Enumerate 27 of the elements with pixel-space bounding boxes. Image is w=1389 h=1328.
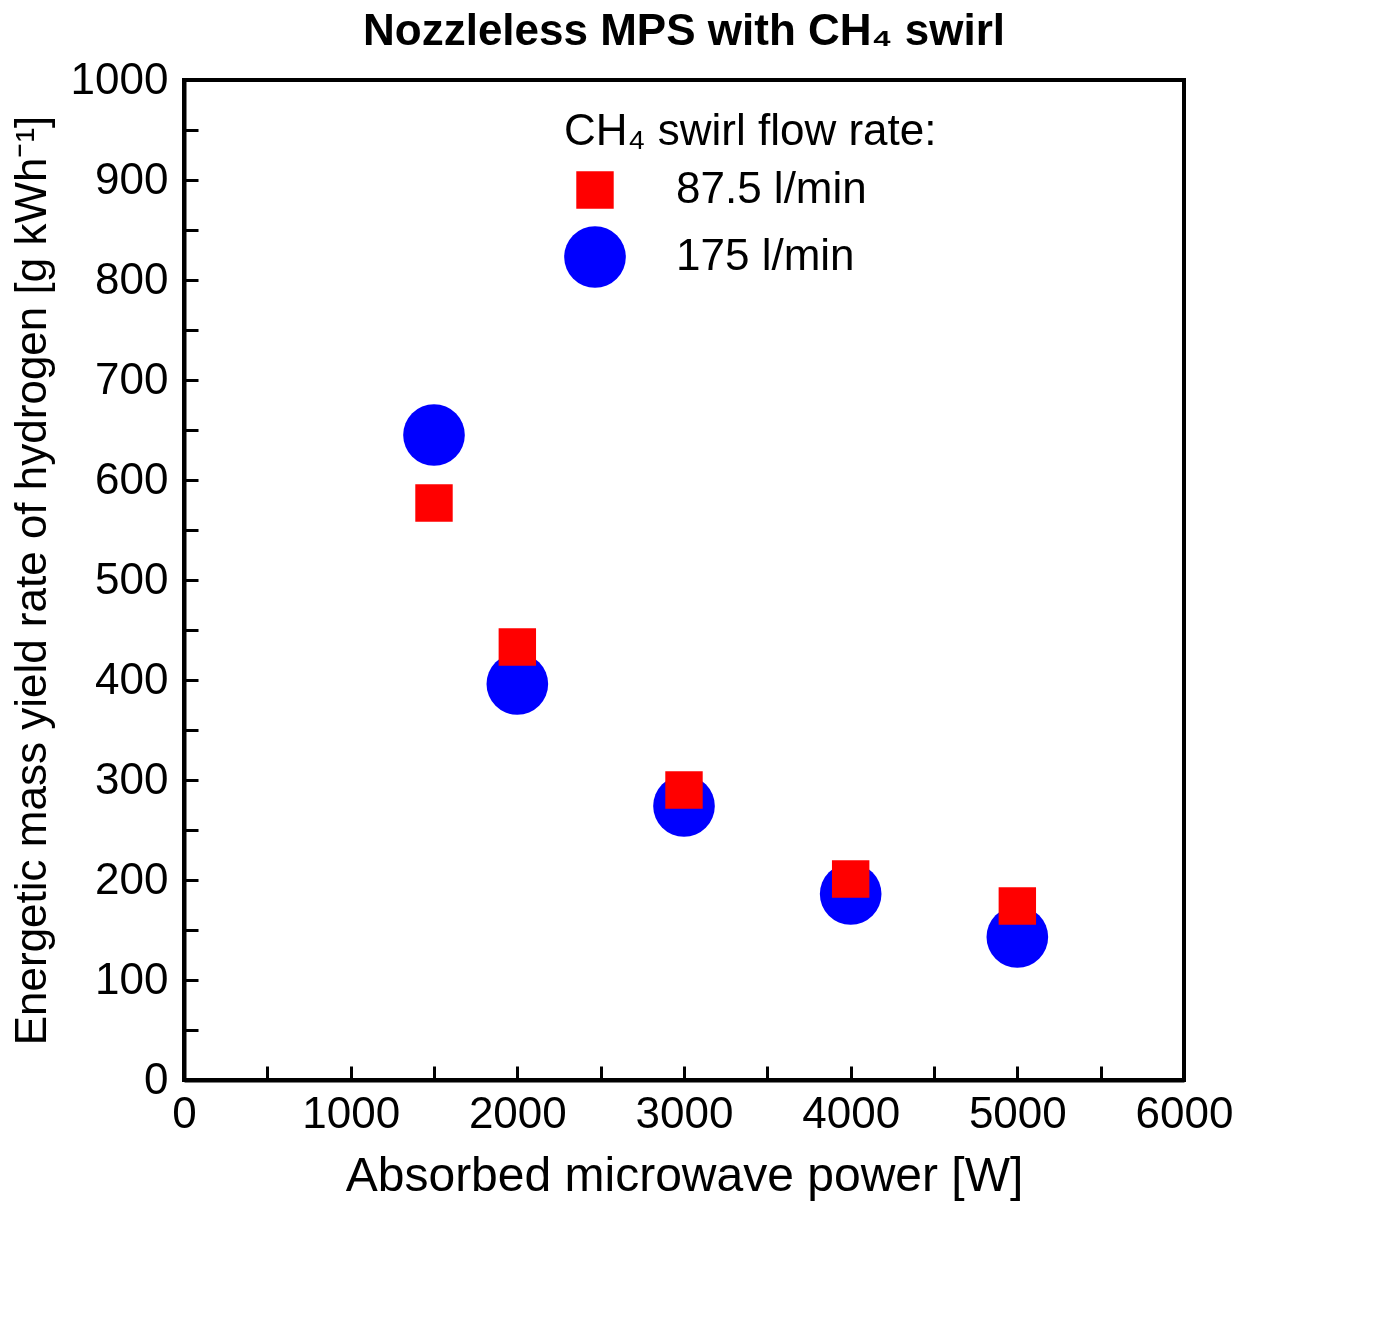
point	[415, 484, 453, 522]
point	[998, 887, 1037, 925]
x-tick-label: 4000	[802, 1087, 901, 1137]
x-tick-label: 3000	[635, 1087, 734, 1137]
y-tick-label: 900	[95, 153, 169, 203]
legend-title: CH₄ swirl flow rate:	[564, 105, 937, 154]
y-tick-label: 500	[95, 553, 169, 603]
y-axis-title: Energetic mass yield rate of hydrogen [g kWh⁻¹]	[5, 115, 55, 1046]
x-tick-label: 1000	[302, 1087, 401, 1137]
y-tick-label: 300	[95, 753, 169, 803]
y-tick-label: 600	[95, 453, 169, 503]
point	[403, 404, 465, 466]
y-tick-label: 400	[95, 653, 169, 703]
y-tick-label: 0	[144, 1053, 169, 1103]
y-tick-label: 1000	[70, 53, 169, 103]
y-tick-label: 200	[95, 853, 169, 903]
y-tick-label: 700	[95, 353, 169, 403]
legend-label: 175 l/min	[676, 230, 855, 279]
x-tick-label: 6000	[1135, 1087, 1234, 1137]
x-tick-label: 5000	[968, 1087, 1067, 1137]
legend-label: 87.5 l/min	[676, 163, 867, 212]
x-axis-title: Absorbed microwave power [W]	[345, 1147, 1024, 1201]
point	[498, 628, 537, 666]
y-tick-label: 100	[95, 953, 169, 1003]
chart-title: Nozzleless MPS with CH₄ swirl	[363, 5, 1005, 54]
y-tick-label: 800	[95, 253, 169, 303]
x-tick-label: 2000	[468, 1087, 567, 1137]
